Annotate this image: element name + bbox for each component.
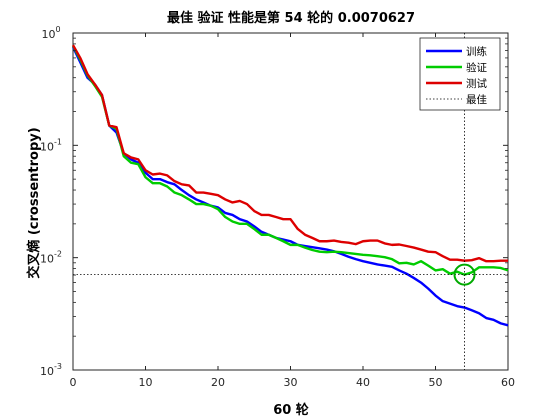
series-layer: [71, 44, 509, 327]
legend-label-0: 训练: [466, 45, 487, 58]
y-axis-title: 交叉熵 (crossentropy): [26, 127, 42, 278]
legend-label-3: 最佳: [466, 93, 487, 106]
x-tick-label: 20: [211, 376, 225, 389]
x-tick-label: 40: [356, 376, 370, 389]
y-tick-label: 10-3: [40, 362, 62, 378]
series-line-0: [71, 46, 509, 327]
series-line-1: [71, 45, 509, 276]
x-tick-label: 50: [429, 376, 443, 389]
y-tick-label: 10-1: [40, 137, 62, 153]
x-tick-label: 60: [501, 376, 515, 389]
ticks-layer: 0 10 20 30 40 50 60 10-3 10-2 10-1 100: [40, 25, 515, 389]
x-tick-label: 10: [139, 376, 153, 389]
x-axis-title: 60 轮: [273, 402, 309, 418]
legend-label-1: 验证: [466, 61, 487, 74]
series-line-2: [71, 44, 508, 263]
y-tick-label: 100: [41, 25, 60, 41]
best-circle: [453, 263, 476, 286]
x-tick-label: 0: [70, 376, 77, 389]
y-tick-label: 10-2: [40, 250, 62, 266]
legend-box: [419, 37, 501, 111]
x-tick-label: 30: [284, 376, 298, 389]
legend-label-2: 测试: [466, 77, 487, 90]
chart-title: 最佳 验证 性能是第 54 轮的 0.0070627: [167, 10, 415, 26]
